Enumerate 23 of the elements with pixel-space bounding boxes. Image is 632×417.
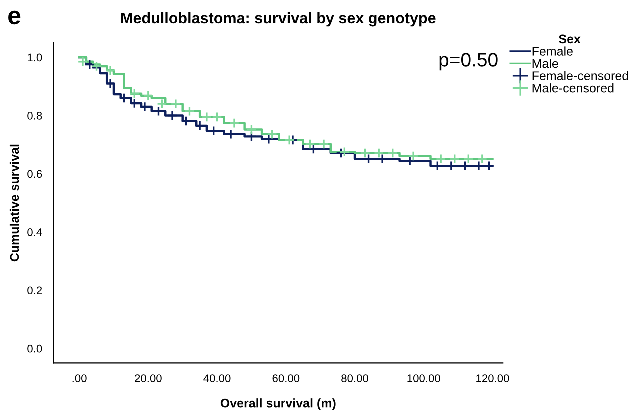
y-tick-label: 0.4 (28, 228, 42, 236)
x-tick-label: 40.00 (204, 374, 231, 382)
x-tick-label: 80.00 (342, 374, 368, 382)
y-tick-label: 0.0 (28, 344, 42, 353)
x-axis-title: Overall survival (m) (220, 398, 336, 410)
legend-title: Sex (559, 34, 581, 44)
legend-label: Female-censored (532, 71, 628, 80)
text: e (8, 10, 21, 25)
x-tick-label: 120.00 (476, 374, 510, 382)
x-tick-label: 20.00 (135, 374, 162, 382)
y-tick-label: 0.6 (28, 170, 42, 178)
legend-label: Female (532, 46, 573, 56)
y-axis-title: Cumulative survival (10, 144, 20, 262)
y-tick-label: 0.8 (28, 112, 42, 120)
y-tick-label: 1.0 (28, 54, 42, 62)
x-tick-label: .00 (72, 374, 87, 382)
x-tick-label: 100.00 (408, 374, 440, 382)
y-tick-label: 0.2 (28, 286, 42, 295)
legend-label: Male (532, 58, 558, 68)
annotation: p=0.50 (440, 53, 498, 71)
legend-label: Male-censored (532, 84, 614, 93)
chart-title: Medulloblastoma: survival by sex genotype (122, 12, 436, 27)
x-tick-label: 60.00 (272, 374, 300, 382)
